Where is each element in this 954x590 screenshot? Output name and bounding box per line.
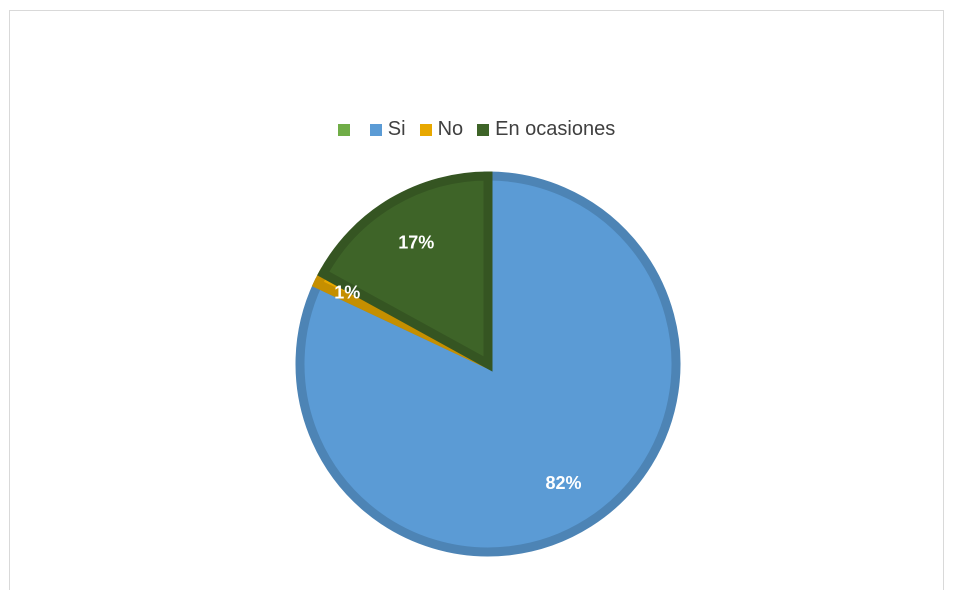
data-label-si: 82% (546, 473, 582, 493)
legend-item-si: Si (369, 118, 406, 141)
legend-swatch-blank (337, 123, 350, 136)
pie-slice-en-ocasiones (317, 171, 493, 372)
legend-label-si: Si (387, 118, 406, 140)
data-label-en-ocasiones: 17% (398, 233, 434, 253)
legend-label-no: No (437, 118, 464, 140)
legend-item-en-ocasiones: En ocasiones (477, 118, 615, 141)
legend-swatch-si (369, 123, 382, 136)
legend-swatch-no (419, 123, 432, 136)
legend-label-en-ocasiones: En ocasiones (495, 118, 616, 140)
legend: Si No En ocasiones (10, 118, 943, 141)
data-label-no: 1% (334, 282, 360, 302)
legend-swatch-en-ocasiones (477, 123, 490, 136)
legend-item-no: No (419, 118, 464, 141)
legend-item-blank (337, 123, 356, 136)
